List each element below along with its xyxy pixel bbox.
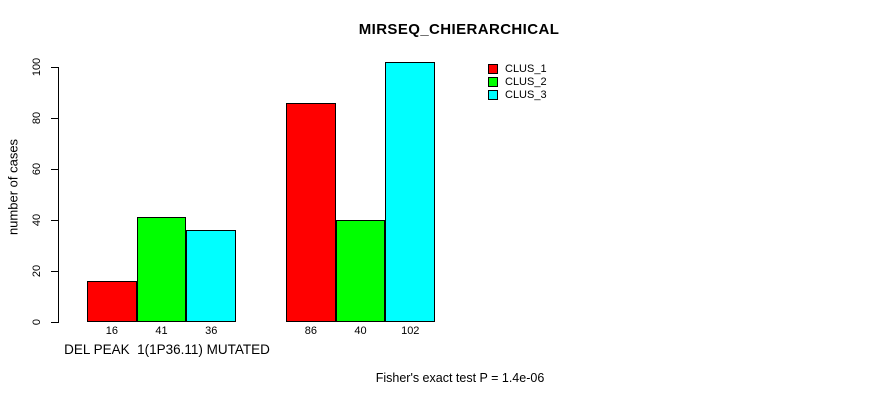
legend-swatch-clus_3	[488, 90, 498, 101]
y-axis-tick	[51, 169, 58, 170]
bar-value-label: 86	[304, 325, 317, 337]
y-tick-label: 40	[31, 213, 43, 227]
x-axis-label: DEL PEAK 1(1P36.11) MUTATED	[64, 342, 270, 357]
bar-value-label: 102	[401, 325, 420, 337]
bar-clus_1-group2	[286, 102, 336, 322]
annotation-text: Fisher's exact test P = 1.4e-06	[375, 371, 545, 385]
y-axis-label: number of cases	[5, 138, 21, 236]
bar-clus_1-group1	[87, 281, 137, 322]
y-tick-label: 20	[31, 264, 43, 278]
y-tick-label: 60	[31, 162, 43, 176]
legend-label: CLUS_3	[505, 89, 547, 102]
y-axis-tick	[51, 271, 58, 272]
bar-clus_2-group1	[136, 217, 187, 322]
legend-label: CLUS_1	[505, 62, 547, 75]
y-tick-label: 0	[31, 318, 43, 326]
bar-value-label: 41	[155, 325, 168, 337]
y-axis-tick	[51, 322, 58, 323]
y-axis-tick	[51, 118, 58, 119]
y-axis-line	[58, 67, 59, 323]
legend-item-clus_2: CLUS_2	[488, 75, 547, 88]
y-tick-label: 100	[31, 57, 43, 77]
legend-swatch-clus_1	[488, 63, 498, 74]
y-axis-tick	[51, 67, 58, 68]
bar-value-label: 36	[205, 325, 218, 337]
legend-swatch-clus_2	[488, 77, 498, 88]
legend-item-clus_3: CLUS_3	[488, 89, 547, 102]
legend: CLUS_1 CLUS_2 CLUS_3	[488, 62, 547, 102]
y-tick-label: 80	[31, 111, 43, 125]
legend-item-clus_1: CLUS_1	[488, 62, 547, 75]
bar-clus_2-group2	[335, 220, 386, 322]
chart-title: MIRSEQ_CHIERARCHICAL	[358, 21, 560, 38]
bar-clus_3-group1	[186, 230, 237, 322]
legend-label: CLUS_2	[505, 76, 547, 89]
y-axis-tick	[51, 220, 58, 221]
bar-clus_3-group2	[385, 61, 436, 322]
bar-value-label: 16	[105, 325, 118, 337]
bar-value-label: 40	[354, 325, 367, 337]
